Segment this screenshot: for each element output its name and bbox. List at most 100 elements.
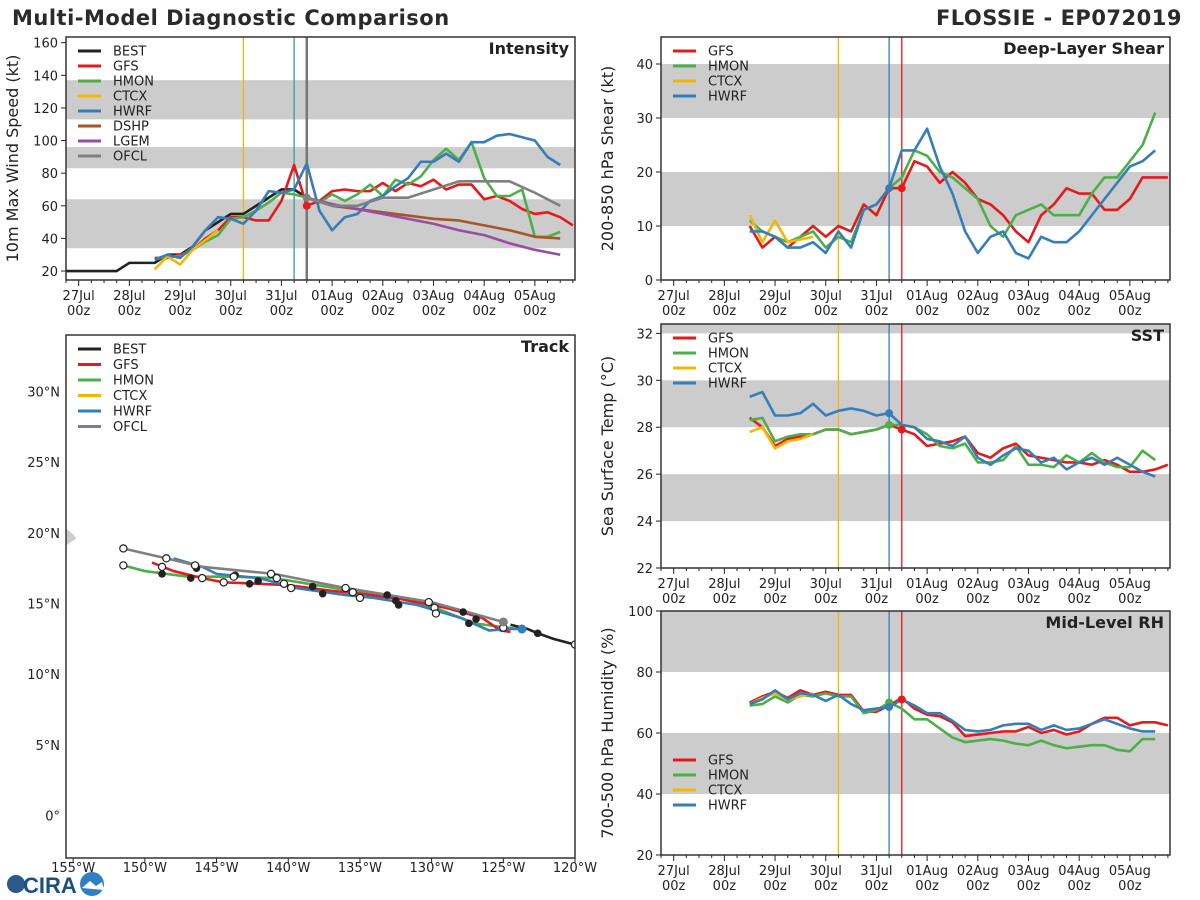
y-tick-label: 32 [636,327,653,342]
track-position-open [157,562,167,572]
legend-label: HMON [708,347,749,362]
marker-hwrf [885,703,894,712]
track-gfs [151,561,511,634]
x-tick-label: 04Aug [1058,864,1100,879]
globe-icon [7,875,25,893]
x-tick-label: 29Jul [759,289,791,304]
track-position-open [162,554,171,563]
x-tick-sublabel: 00z [865,304,889,319]
threshold-band [66,147,575,169]
track-position-filled [383,591,391,599]
x-tick-sublabel: 00z [1118,304,1142,319]
threshold-band [661,611,1170,672]
x-tick-label: 04Aug [1058,289,1100,304]
y-tick-label: 20 [636,166,653,181]
y-axis-label: 700-500 hPa Humidity (%) [598,627,617,838]
x-tick-label: 155°W [51,861,95,876]
x-tick-sublabel: 00z [1017,592,1041,607]
track-position-open [341,583,350,593]
track-position-filled [472,615,480,623]
marker-ofcl [302,193,311,202]
y-tick-label: 15°N [27,598,60,613]
marker-gfs [302,201,311,210]
series-ctcx [748,214,814,244]
series-ctcx [153,229,219,271]
y-tick-label: 10°N [27,668,60,683]
y-tick-label: 24 [636,515,653,530]
track-position-open [279,579,289,588]
track-position-filled [459,608,467,616]
x-tick-label: 30Jul [810,289,842,304]
series-ctcx [749,425,814,450]
x-tick-sublabel: 00z [713,879,737,894]
track-position-filled [186,574,195,582]
y-tick-label: 5°N [36,739,61,754]
legend-label: HWRF [708,377,747,392]
panel-title: Track [521,337,569,356]
x-tick-sublabel: 00z [915,592,939,607]
panel-title: Deep-Layer Shear [1003,39,1164,58]
legend-label: OFCL [113,420,148,435]
track-position-open [266,569,276,579]
y-tick-label: 40 [636,58,653,73]
x-tick-label: 31Jul [860,289,892,304]
cira-logo: CIRA [7,872,104,898]
y-tick-label: 60 [636,727,653,742]
legend-label: HWRF [708,90,747,105]
x-tick-sublabel: 00z [371,304,395,319]
legend-label: CTCX [113,389,147,404]
legend-label: GFS [113,60,139,75]
y-tick-label: 40 [41,232,58,247]
figure-title: Multi-Model Diagnostic Comparison [12,6,450,30]
legend-label: HMON [113,374,154,389]
x-tick-label: 01Aug [311,289,353,304]
panel-intensity: 27Jul00z28Jul00z29Jul00z30Jul00z31Jul00z… [3,36,576,319]
track-position-open [355,593,365,603]
y-tick-label: 100 [33,135,58,150]
series-hwrf [154,132,561,261]
x-tick-label: 03Aug [1008,864,1050,879]
y-tick-label: 0° [45,810,60,825]
legend-label: CTCX [708,362,742,377]
x-tick-label: 30Jul [215,289,247,304]
x-tick-sublabel: 00z [1067,879,1091,894]
x-tick-label: 140°W [266,861,310,876]
x-tick-sublabel: 00z [865,879,889,894]
panel-title: Intensity [489,39,570,58]
current-position-ofcl [498,617,508,627]
threshold-band [661,474,1170,522]
y-tick-label: 26 [636,468,653,483]
axes-frame [65,334,576,859]
threshold-band [66,80,575,120]
legend-label: DSHP [113,120,149,135]
x-tick-label: 31Jul [860,577,892,592]
track-position-filled [465,619,473,628]
y-tick-label: 22 [636,562,653,577]
track-position-open [348,588,357,597]
track-position-filled [318,589,327,598]
axes-frame [660,36,1171,281]
legend-label: GFS [708,332,734,347]
x-tick-label: 03Aug [1008,289,1050,304]
track-position-open [119,544,128,553]
y-tick-label: 0 [645,274,653,289]
track-position-filled [158,570,166,578]
series-hmon [749,416,1156,469]
x-tick-sublabel: 00z [713,304,737,319]
track-position-open [570,640,575,649]
plot-area [661,324,1170,568]
legend-label: GFS [113,358,139,373]
x-tick-label: 02Aug [957,577,999,592]
series-hwrf [749,688,1156,733]
x-tick-sublabel: 00z [763,304,787,319]
y-tick-label: 60 [41,200,58,215]
x-tick-sublabel: 00z [966,879,990,894]
y-tick-label: 80 [41,167,58,182]
panel-title: Mid-Level RH [1045,613,1164,632]
track-position-filled [308,582,317,591]
x-tick-label: 03Aug [1008,577,1050,592]
x-tick-sublabel: 00z [814,879,838,894]
x-tick-sublabel: 00z [865,592,889,607]
threshold-band [661,324,1170,334]
x-tick-sublabel: 00z [1118,879,1142,894]
